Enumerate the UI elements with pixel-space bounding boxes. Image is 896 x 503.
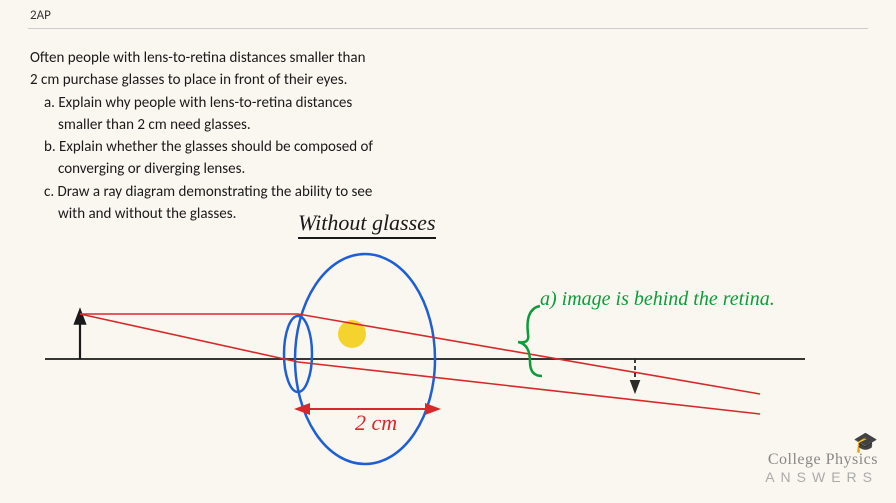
- problem-code: 2AP: [30, 8, 51, 23]
- question-part-b-2: converging or diverging lenses.: [30, 159, 480, 179]
- logo-line-2: ANSWERS: [765, 469, 878, 485]
- question-block: Often people with lens-to-retina distanc…: [30, 48, 480, 226]
- focal-point-icon: [338, 320, 366, 348]
- question-part-b-1: b. Explain whether the glasses should be…: [30, 137, 480, 157]
- question-intro-1: Often people with lens-to-retina distanc…: [30, 48, 480, 68]
- question-part-c-1: c. Draw a ray diagram demonstrating the …: [30, 182, 480, 202]
- brand-logo: 🎓 College Physics ANSWERS: [765, 430, 878, 485]
- logo-line-1: College Physics: [765, 451, 878, 469]
- question-part-a-1: a. Explain why people with lens-to-retin…: [30, 93, 480, 113]
- ray-parallel: [80, 314, 760, 394]
- ray-diagram: [40, 234, 810, 484]
- header-divider: [28, 28, 868, 29]
- question-intro-2: 2 cm purchase glasses to place in front …: [30, 70, 480, 90]
- retina-bracket-icon: [518, 306, 542, 376]
- question-part-a-2: smaller than 2 cm need glasses.: [30, 115, 480, 135]
- ray-through-center: [80, 314, 760, 414]
